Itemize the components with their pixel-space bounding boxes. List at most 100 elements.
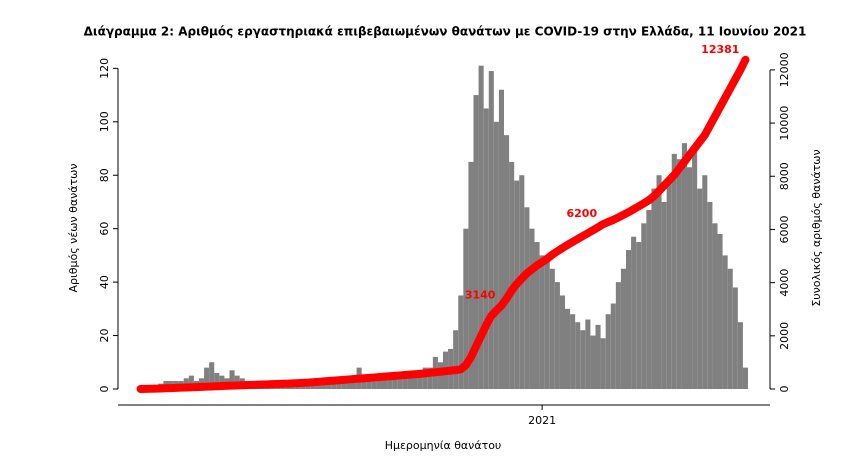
bar [473, 95, 479, 389]
bar [661, 201, 667, 389]
y2-tick-label: 2000 [778, 322, 791, 350]
bar [737, 322, 743, 389]
bar [580, 330, 586, 389]
bar [204, 367, 210, 389]
bar [717, 234, 723, 389]
bar [498, 89, 504, 390]
value-label: 6200 [567, 207, 598, 220]
bar [387, 378, 393, 389]
bar [382, 375, 388, 389]
bar [646, 209, 652, 389]
bar [626, 250, 632, 389]
bar [600, 338, 606, 389]
y2-tick-label: 4000 [778, 269, 791, 297]
bar [544, 260, 550, 389]
bar [681, 143, 687, 389]
y-axis-label: Αριθμός νέων θανάτων [67, 164, 80, 293]
y-tick-label: 40 [98, 275, 111, 289]
bar [336, 380, 342, 389]
bar [488, 71, 494, 390]
bar [346, 378, 352, 389]
bar [478, 65, 484, 390]
bar [610, 303, 616, 389]
bar [554, 282, 560, 389]
bar [707, 201, 713, 389]
bar [641, 223, 647, 389]
bar [549, 268, 555, 389]
bar [188, 375, 194, 389]
y-tick-label: 100 [98, 111, 111, 132]
y2-tick-label: 6000 [778, 215, 791, 243]
bar [229, 370, 235, 389]
bar [366, 380, 372, 389]
bar [407, 372, 413, 389]
bar [565, 308, 571, 389]
bar [732, 287, 738, 389]
bar [397, 372, 403, 389]
bar [570, 314, 576, 389]
bar [651, 188, 657, 389]
bar [595, 324, 601, 389]
bar [590, 335, 596, 389]
bar [468, 161, 474, 389]
bar [427, 367, 433, 389]
bar [453, 330, 459, 389]
y-tick-label: 20 [98, 329, 111, 343]
cumulative-line [136, 55, 750, 393]
bar [483, 108, 489, 389]
bar [422, 367, 428, 389]
bar [539, 255, 545, 389]
x-tick-label: 2021 [528, 414, 556, 427]
bar [321, 383, 327, 389]
y2-tick-label: 0 [778, 386, 791, 393]
bar [722, 255, 728, 389]
bar [361, 378, 367, 389]
y2-axis-label: Συνολικός αριθμός θανάτων [810, 149, 823, 306]
y-tick-label: 60 [98, 222, 111, 236]
bar [412, 372, 418, 389]
bar [458, 295, 464, 389]
bar [636, 242, 642, 389]
bar [524, 207, 530, 389]
y-tick-label: 0 [98, 386, 111, 393]
bar [692, 148, 698, 389]
bar [666, 180, 672, 389]
bar [712, 223, 718, 389]
bar [727, 268, 733, 389]
x-axis-label: Ημερομηνία θανάτου [385, 439, 502, 452]
bar [631, 236, 637, 389]
bar [656, 175, 662, 389]
bar [615, 282, 621, 389]
bar [702, 175, 708, 389]
bar [605, 314, 611, 389]
y2-tick-label: 10000 [778, 106, 791, 141]
bar [687, 167, 693, 389]
bar [742, 367, 748, 389]
bar [585, 319, 591, 389]
bar [676, 159, 682, 389]
y2-tick-label: 12000 [778, 52, 791, 87]
bar [493, 121, 499, 390]
bar [341, 380, 347, 389]
bar [392, 375, 398, 389]
bar [534, 242, 540, 389]
bar [559, 295, 565, 389]
bar [417, 370, 423, 389]
y-tick-label: 120 [98, 58, 111, 79]
bar [504, 135, 510, 389]
bar [214, 372, 220, 389]
bar [697, 188, 703, 389]
y-tick-label: 80 [98, 168, 111, 182]
bar [575, 322, 581, 389]
bar [371, 378, 377, 389]
bar [671, 153, 677, 389]
bar [402, 375, 408, 389]
value-label: 3140 [465, 289, 496, 302]
bar [620, 268, 626, 389]
chart-title: Διάγραμμα 2: Αριθμός εργαστηριακά επιβεβ… [84, 25, 807, 39]
y2-tick-label: 8000 [778, 162, 791, 190]
bar [209, 362, 215, 389]
bar [509, 161, 515, 389]
value-label: 12381 [701, 43, 739, 56]
